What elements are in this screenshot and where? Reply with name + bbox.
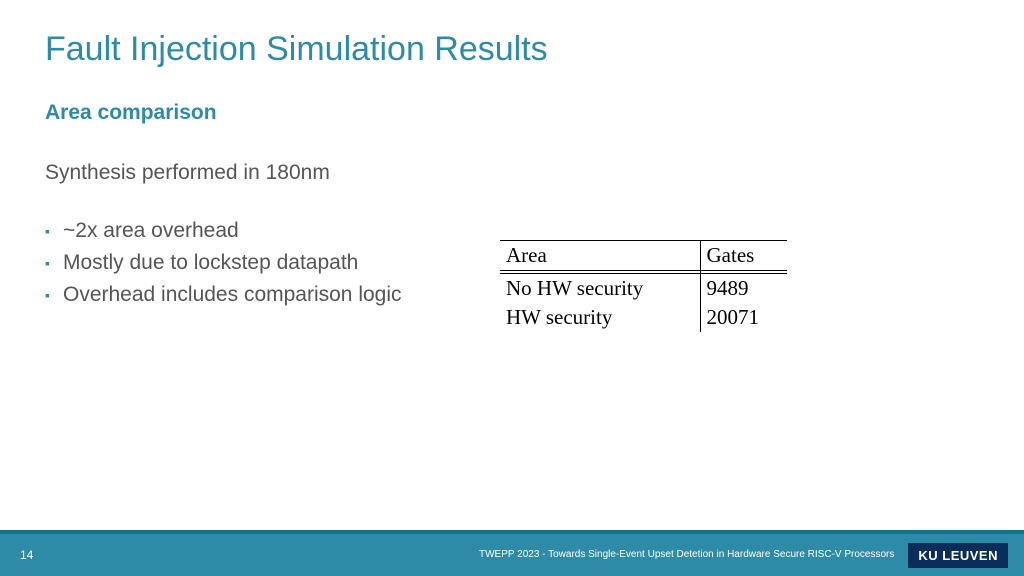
table-header: Area [500,241,700,271]
footer-text: TWEPP 2023 - Towards Single-Event Upset … [479,549,894,562]
kuleuven-logo: KU LEUVEN [908,543,1008,568]
subtitle: Area comparison [0,69,1024,125]
table-row: No HW security 9489 [500,274,787,304]
page-number: 14 [20,548,33,562]
table-cell: HW security [500,303,700,332]
slide-title: Fault Injection Simulation Results [0,0,1024,69]
area-gates-table: Area Gates No HW security 9489 HW securi… [500,240,787,332]
table-cell: 9489 [700,274,787,304]
footer: 14 TWEPP 2023 - Towards Single-Event Ups… [0,530,1024,576]
table-header: Gates [700,241,787,271]
body-line: Synthesis performed in 180nm [0,125,1024,185]
table-cell: No HW security [500,274,700,304]
table-row: HW security 20071 [500,303,787,332]
table-cell: 20071 [700,303,787,332]
